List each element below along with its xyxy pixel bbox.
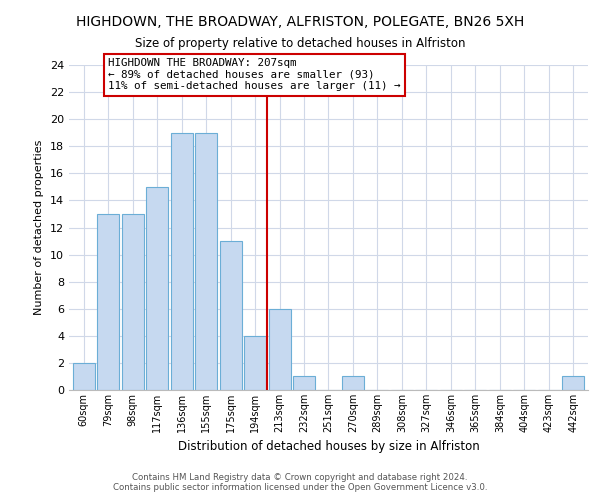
Text: Size of property relative to detached houses in Alfriston: Size of property relative to detached ho… bbox=[135, 38, 465, 51]
Bar bbox=[269, 308, 290, 390]
X-axis label: Distribution of detached houses by size in Alfriston: Distribution of detached houses by size … bbox=[178, 440, 479, 454]
Bar bbox=[97, 214, 119, 390]
Text: HIGHDOWN THE BROADWAY: 207sqm
← 89% of detached houses are smaller (93)
11% of s: HIGHDOWN THE BROADWAY: 207sqm ← 89% of d… bbox=[108, 58, 401, 92]
Bar bbox=[244, 336, 266, 390]
Bar bbox=[293, 376, 315, 390]
Text: Contains HM Land Registry data © Crown copyright and database right 2024.
Contai: Contains HM Land Registry data © Crown c… bbox=[113, 473, 487, 492]
Bar bbox=[73, 363, 95, 390]
Bar bbox=[562, 376, 584, 390]
Bar bbox=[342, 376, 364, 390]
Bar bbox=[195, 132, 217, 390]
Bar bbox=[220, 241, 242, 390]
Bar bbox=[122, 214, 143, 390]
Text: HIGHDOWN, THE BROADWAY, ALFRISTON, POLEGATE, BN26 5XH: HIGHDOWN, THE BROADWAY, ALFRISTON, POLEG… bbox=[76, 15, 524, 29]
Bar bbox=[146, 187, 168, 390]
Bar bbox=[170, 132, 193, 390]
Y-axis label: Number of detached properties: Number of detached properties bbox=[34, 140, 44, 315]
